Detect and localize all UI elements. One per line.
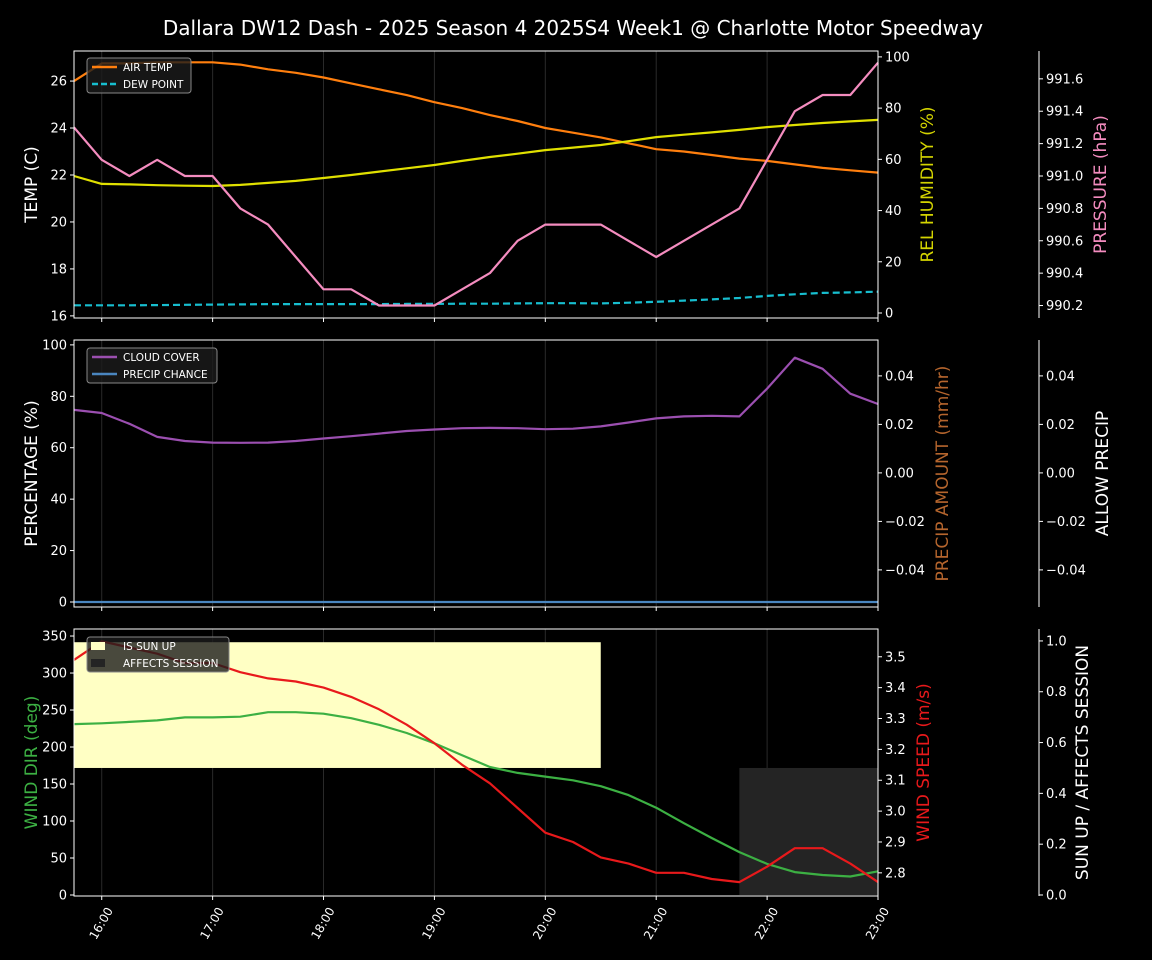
y-tick-label: 0 [885, 307, 893, 322]
axis-label: PERCENTAGE (%) [22, 400, 42, 546]
y-tick-label: 0.00 [885, 466, 914, 481]
y-tick-label: 0 [59, 595, 67, 610]
y-tick-label: 2.8 [885, 866, 906, 881]
legend-swatch [91, 659, 105, 667]
axis-label: WIND DIR (deg) [22, 696, 42, 830]
y-tick-label: 2.9 [885, 835, 906, 850]
series-pressure [73, 61, 879, 307]
y-tick-label: 990.2 [1046, 299, 1083, 314]
y-tick-label: 0.00 [1046, 466, 1075, 481]
y-tick-label: 250 [42, 704, 67, 719]
y-tick-label: 24 [50, 122, 67, 137]
y-tick-label: 991.6 [1046, 72, 1083, 87]
y-tick-label: 26 [50, 75, 67, 90]
legend-swatch [91, 642, 105, 650]
y-tick-label: 0.6 [1046, 736, 1067, 751]
y-tick-label: 990.8 [1046, 202, 1083, 217]
y-tick-label: 40 [50, 493, 67, 508]
plot-frame [73, 628, 879, 897]
y-tick-label: 0.04 [885, 369, 914, 384]
axis-label: SUN UP / AFFECTS SESSION [1073, 645, 1093, 880]
y-tick-label: 350 [42, 630, 67, 645]
y-tick-label: 20 [885, 255, 902, 270]
chart-title: Dallara DW12 Dash - 2025 Season 4 2025S4… [163, 16, 983, 40]
legend: AIR TEMP DEW POINT [86, 57, 192, 94]
plot-frame [73, 50, 879, 319]
y-tick-label: −0.02 [885, 515, 925, 530]
y-tick-label: 0.02 [885, 418, 914, 433]
y-tick-label: 0.2 [1046, 838, 1067, 853]
y-tick-label: 991.4 [1046, 105, 1083, 120]
y-tick-label: 100 [885, 50, 910, 65]
y-tick-label: 60 [885, 153, 902, 168]
y-tick-label: 40 [885, 204, 902, 219]
y-tick-label: 3.1 [885, 774, 906, 789]
axis-label: TEMP (C) [22, 146, 42, 224]
y-tick-label: 20 [50, 215, 67, 230]
y-tick-label: 60 [50, 441, 67, 456]
legend: CLOUD COVER PRECIP CHANCE [86, 347, 218, 384]
y-tick-label: −0.04 [1046, 563, 1086, 578]
y-tick-label: 0.04 [1046, 369, 1075, 384]
axis-label: PRECIP AMOUNT (mm/hr) [933, 366, 953, 582]
axis-label: ALLOW PRECIP [1093, 411, 1113, 537]
legend-label: IS SUN UP [123, 641, 176, 653]
y-tick-label: −0.04 [885, 563, 925, 578]
y-tick-label: 20 [50, 544, 67, 559]
y-tick-label: 0 [59, 889, 67, 904]
y-tick-label: 100 [42, 815, 67, 830]
series-rel-humidity [73, 118, 879, 188]
axis-label: WIND SPEED (m/s) [914, 683, 934, 841]
legend-label: DEW POINT [123, 79, 184, 91]
series-cloud-cover [73, 356, 879, 444]
y-tick-label: 200 [42, 741, 67, 756]
panel-2: 0 50 100 150 200 250 300 350 WIND DIR (deg) 2.8 2.… [22, 628, 1093, 942]
legend: IS SUN UP AFFECTS SESSION [86, 636, 230, 673]
y-tick-label: 80 [885, 102, 902, 117]
y-tick-label: 3.2 [885, 743, 906, 758]
y-tick-label: 991.2 [1046, 137, 1083, 152]
y-tick-label: 1.0 [1046, 634, 1067, 649]
series-dew-point [74, 290, 879, 307]
y-tick-label: 991.0 [1046, 169, 1083, 184]
series-air-temp [73, 61, 879, 174]
y-tick-label: 300 [42, 667, 67, 682]
legend-box [86, 347, 218, 384]
legend-label: AIR TEMP [123, 62, 172, 74]
y-tick-label: 0.8 [1046, 685, 1067, 700]
legend-label: CLOUD COVER [123, 352, 200, 364]
y-tick-label: 3.3 [885, 712, 906, 727]
axis-label: REL HUMIDITY (%) [918, 106, 938, 262]
y-tick-label: 100 [42, 338, 67, 353]
legend-label: AFFECTS SESSION [123, 658, 219, 670]
panel-1: 0 20 40 60 80 100 PERCENTAGE (%) −0.04 −0.02 0.00… [22, 338, 1113, 611]
y-tick-label: 0.0 [1046, 888, 1067, 903]
legend-box [86, 636, 230, 673]
plot-frame [73, 339, 879, 608]
y-tick-label: 3.5 [885, 650, 906, 665]
y-tick-label: 0.4 [1046, 787, 1067, 802]
axis-label: PRESSURE (hPa) [1091, 115, 1111, 254]
y-tick-label: 16 [50, 309, 67, 324]
y-tick-label: 990.6 [1046, 234, 1083, 249]
series-wind-dir [73, 711, 879, 878]
y-tick-label: 18 [50, 262, 67, 277]
y-tick-label: 80 [50, 390, 67, 405]
y-tick-label: 990.4 [1046, 267, 1083, 282]
panel-0: 16 18 20 22 24 26 TEMP (C) 0 20 40 60 80 100 REL HUMI… [22, 50, 1111, 324]
y-tick-label: 22 [50, 168, 67, 183]
y-tick-label: −0.02 [1046, 515, 1086, 530]
y-tick-label: 3.0 [885, 805, 906, 820]
y-tick-label: 50 [50, 852, 67, 867]
y-tick-label: 3.4 [885, 681, 906, 696]
y-tick-label: 150 [42, 778, 67, 793]
legend-label: PRECIP CHANCE [123, 369, 208, 381]
y-tick-label: 0.02 [1046, 418, 1075, 433]
